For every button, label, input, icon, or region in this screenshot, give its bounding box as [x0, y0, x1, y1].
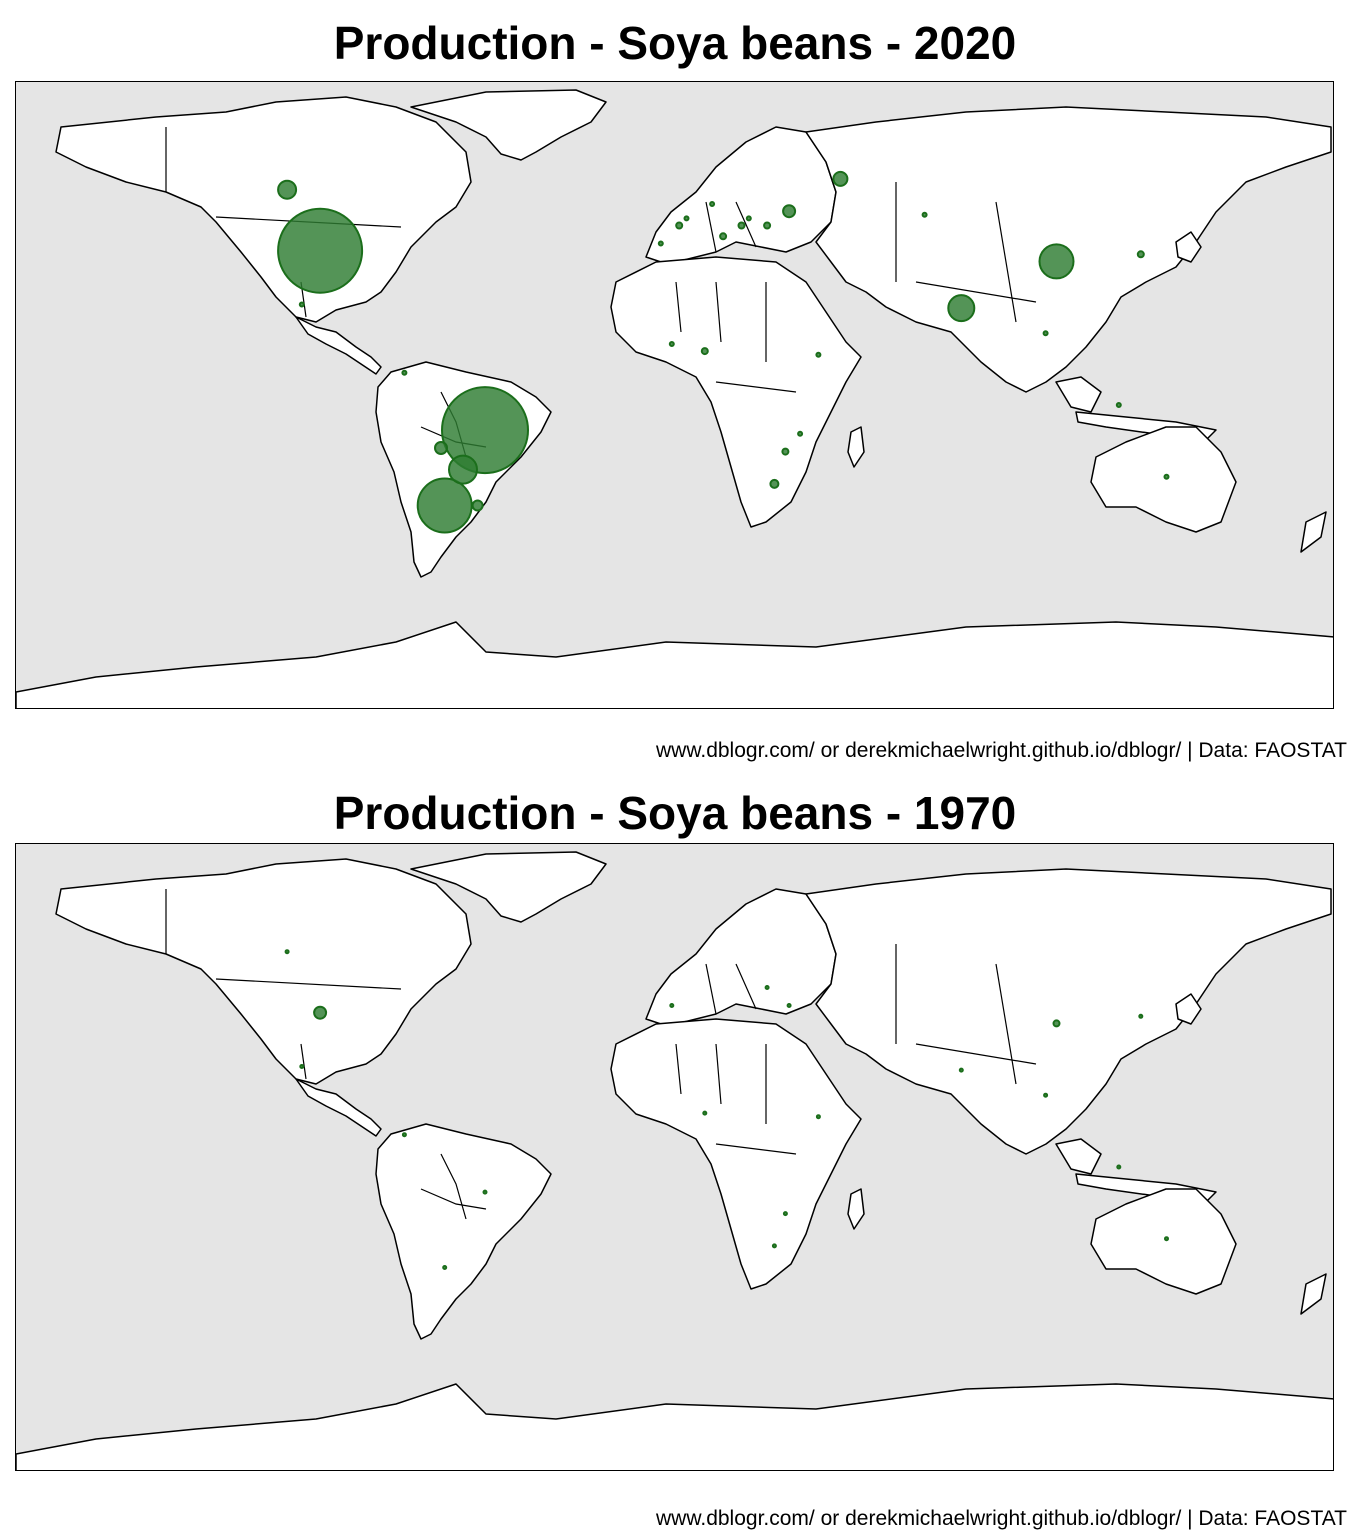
production-bubble	[1052, 1019, 1061, 1028]
production-bubble	[442, 1265, 448, 1270]
production-bubble	[298, 301, 305, 308]
asia	[805, 868, 1332, 1155]
land-masses	[16, 89, 1333, 708]
australia	[1090, 426, 1237, 533]
source-caption: www.dblogr.com/ or derekmichaelwright.gi…	[656, 739, 1347, 762]
japan	[1175, 993, 1202, 1025]
production-bubble	[416, 477, 473, 534]
production-bubble	[668, 341, 675, 347]
production-bubble	[947, 294, 976, 323]
land-masses	[16, 851, 1333, 1470]
production-bubble	[737, 221, 746, 230]
production-bubble	[797, 430, 804, 437]
production-bubble	[434, 441, 448, 455]
production-bubble	[763, 221, 772, 230]
new-zealand	[1300, 1273, 1327, 1315]
production-bubble	[482, 1189, 488, 1195]
map-panel-2020: Production - Soya beans - 2020	[15, 17, 1347, 762]
panel-title: Production - Soya beans - 1970	[333, 787, 1017, 839]
production-bubble	[669, 1003, 675, 1008]
japan	[1175, 231, 1202, 263]
production-bubble	[471, 499, 484, 512]
bubble-layer	[284, 949, 1169, 1270]
australia	[1090, 1188, 1237, 1295]
production-bubble	[448, 454, 478, 485]
production-bubble	[815, 1114, 821, 1120]
world-map-svg	[16, 851, 1333, 1470]
world-map-svg	[16, 89, 1333, 708]
production-bubble	[832, 170, 849, 187]
south-america	[375, 1123, 552, 1340]
north-america	[55, 96, 472, 323]
production-bubble	[771, 1243, 777, 1249]
country-borders	[165, 889, 1037, 1220]
production-bubble	[786, 1003, 792, 1008]
map-panel-1970: Production - Soya beans - 1970	[0, 770, 1350, 1540]
production-bubble	[700, 347, 709, 356]
greenland	[410, 851, 607, 923]
southeast-asia	[1055, 1138, 1102, 1175]
madagascar	[847, 426, 865, 468]
production-bubble	[921, 211, 928, 218]
madagascar	[847, 1188, 865, 1230]
production-bubble	[1115, 402, 1122, 408]
europe	[645, 126, 837, 263]
production-bubble	[277, 179, 298, 200]
production-bubble	[719, 232, 728, 241]
production-bubble	[1138, 1013, 1144, 1019]
north-america	[55, 858, 472, 1085]
production-bubble	[782, 204, 797, 219]
world-map	[15, 843, 1334, 1471]
production-bubble	[1043, 1092, 1049, 1098]
production-bubble	[781, 447, 790, 456]
production-bubble	[958, 1067, 964, 1073]
production-bubble	[1136, 250, 1145, 259]
production-bubble	[401, 369, 408, 376]
greenland	[410, 89, 607, 161]
production-bubble	[1164, 1236, 1169, 1242]
world-map	[15, 81, 1334, 709]
production-bubble	[675, 221, 684, 230]
source-caption: www.dblogr.com/ or derekmichaelwright.gi…	[656, 1507, 1347, 1530]
production-bubble	[1042, 330, 1049, 337]
production-bubble	[764, 985, 770, 990]
production-bubble	[441, 386, 529, 475]
production-bubble	[709, 201, 716, 207]
production-bubble	[782, 1211, 788, 1217]
new-zealand	[1300, 511, 1327, 553]
production-bubble	[657, 240, 664, 247]
southeast-asia	[1055, 376, 1102, 413]
antarctica	[16, 1383, 1333, 1470]
production-bubble	[1163, 473, 1170, 480]
production-bubble	[401, 1132, 407, 1138]
production-bubble	[769, 478, 780, 489]
production-bubble	[284, 949, 290, 955]
production-bubble	[277, 207, 364, 294]
production-bubble	[745, 215, 752, 222]
production-bubble	[299, 1064, 305, 1069]
production-bubble	[815, 351, 822, 358]
production-bubble	[702, 1110, 708, 1116]
africa	[610, 256, 862, 528]
panel-title: Production - Soya beans - 2020	[333, 17, 1017, 69]
production-bubble	[313, 1005, 328, 1020]
production-bubble	[683, 215, 690, 222]
production-bubble	[1038, 243, 1075, 280]
antarctica	[16, 621, 1333, 708]
central-america	[295, 1078, 382, 1137]
africa	[610, 1018, 862, 1290]
central-america	[295, 316, 382, 375]
europe	[645, 888, 837, 1025]
production-bubble	[1116, 1164, 1122, 1170]
bubble-layer	[277, 170, 1170, 534]
